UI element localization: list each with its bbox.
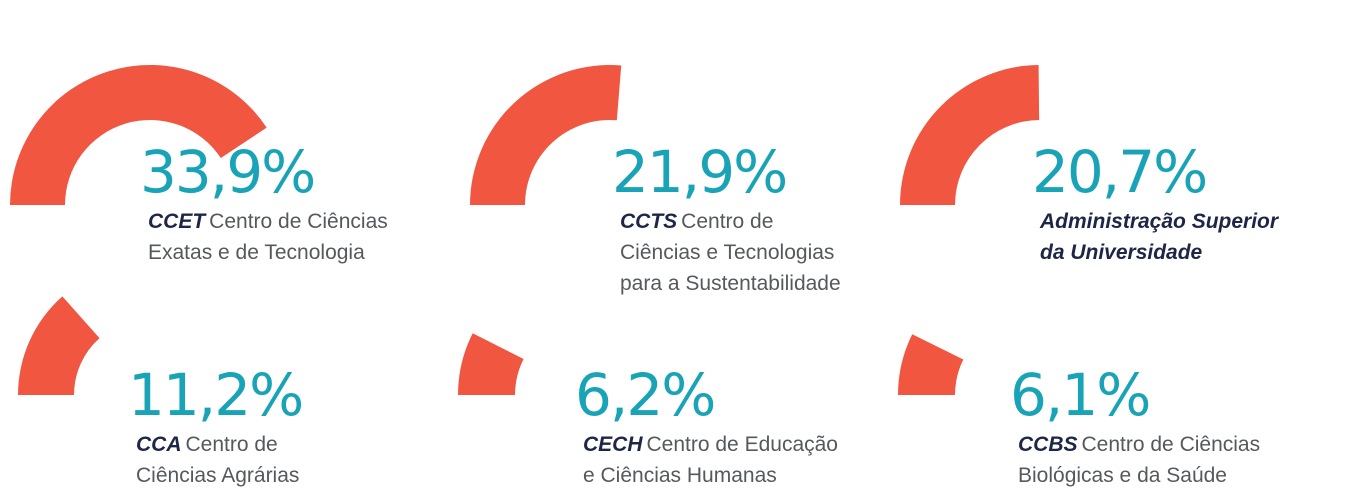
label-bold: Administração Superior xyxy=(1039,210,1280,233)
label: Ciências e Tecnologias xyxy=(620,241,834,264)
label-code: CCBS xyxy=(1018,433,1078,456)
arc xyxy=(900,65,1040,205)
percentage: 6,2% xyxy=(575,361,714,429)
percentage: 33,9% xyxy=(140,138,314,206)
label-code: CCTS xyxy=(620,210,677,233)
label-code: CECH xyxy=(583,433,643,456)
label-text: Ciências e Tecnologias xyxy=(620,241,834,264)
label: e Ciências Humanas xyxy=(583,464,777,487)
label-text: Centro de xyxy=(681,210,773,233)
label-code: CCA xyxy=(136,433,182,456)
label-text: Exatas e de Tecnologia xyxy=(148,241,365,264)
label-text: Centro de xyxy=(186,433,278,456)
label: Biológicas e da Saúde xyxy=(1018,464,1227,487)
arc xyxy=(458,333,524,395)
label: CCA Centro de xyxy=(136,433,278,456)
label-code: CCET xyxy=(148,210,207,233)
label: CCTS Centro de xyxy=(620,210,773,233)
label: Exatas e de Tecnologia xyxy=(148,241,365,264)
percentage: 11,2% xyxy=(128,361,302,429)
label-text: Centro de Ciências xyxy=(1082,433,1261,456)
arc xyxy=(898,334,964,395)
label: CCET Centro de Ciências xyxy=(148,210,388,233)
arc xyxy=(10,64,267,205)
arc xyxy=(470,64,622,205)
label-text: Centro de Educação xyxy=(647,433,838,456)
label-text: e Ciências Humanas xyxy=(583,464,777,487)
label: CCBS Centro de Ciências xyxy=(1018,433,1260,456)
percentage: 20,7% xyxy=(1032,138,1206,206)
label: Ciências Agrárias xyxy=(136,464,299,487)
label-text: Biológicas e da Saúde xyxy=(1018,464,1227,487)
label-text: Ciências Agrárias xyxy=(136,464,299,487)
label-text: Centro de Ciências xyxy=(209,210,388,233)
label-text: para a Sustentabilidade xyxy=(620,272,841,295)
label: para a Sustentabilidade xyxy=(620,272,841,295)
arc xyxy=(18,296,100,395)
percentage: 21,9% xyxy=(612,138,786,206)
percentage: 6,1% xyxy=(1010,361,1149,429)
label: CECH Centro de Educação xyxy=(583,433,838,456)
label-bold: da Universidade xyxy=(1040,241,1203,264)
